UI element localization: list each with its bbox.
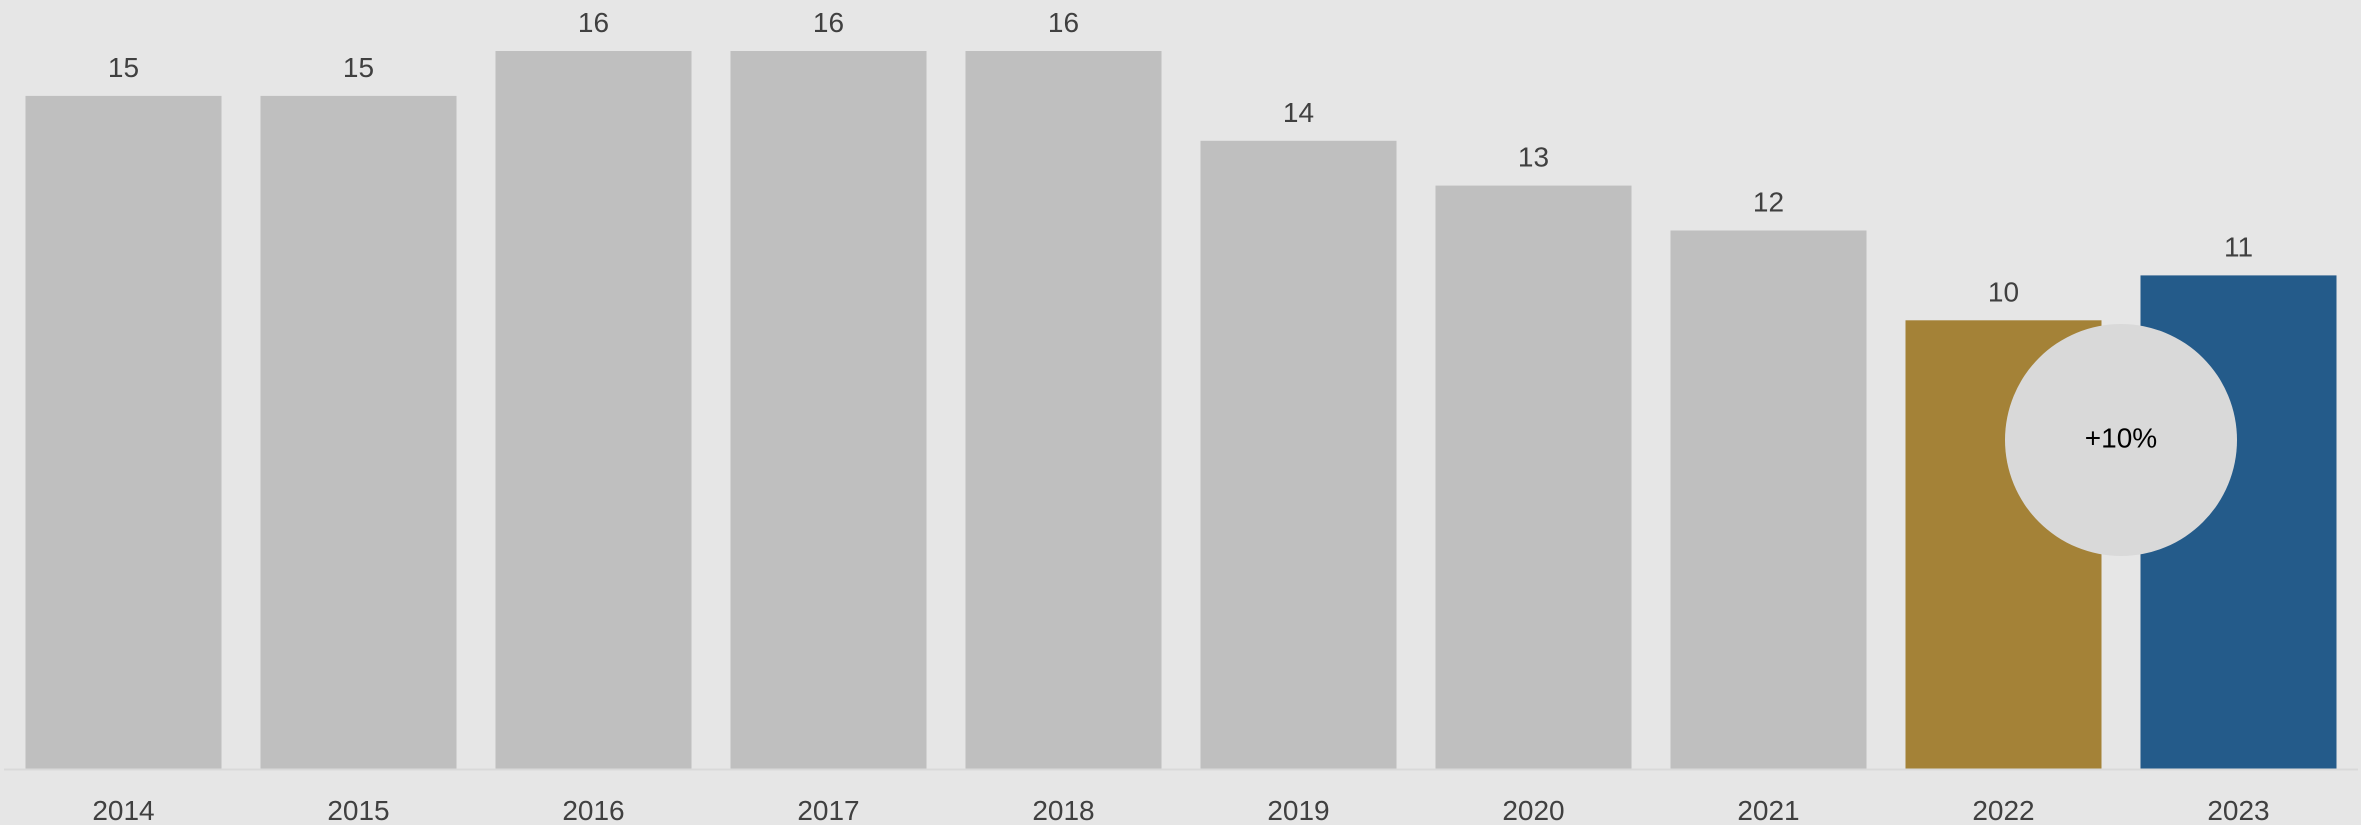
value-label-2015: 15 (343, 52, 374, 83)
value-label-2020: 13 (1518, 142, 1549, 173)
value-label-2017: 16 (813, 7, 844, 38)
bar-2016 (495, 51, 692, 769)
value-label-2016: 16 (578, 7, 609, 38)
change-annotation: +10% (2005, 324, 2237, 556)
bar-2021 (1670, 230, 1867, 769)
x-tick-label-2023: 2023 (2207, 795, 2269, 825)
value-label-2023: 11 (2224, 231, 2253, 262)
x-tick-label-2016: 2016 (562, 795, 624, 825)
x-tick-label-2022: 2022 (1972, 795, 2034, 825)
value-label-2018: 16 (1048, 7, 1079, 38)
bar-2014 (25, 95, 222, 769)
bars-group (25, 51, 2337, 770)
change-badge-label: +10% (2085, 422, 2157, 453)
bar-2020 (1435, 185, 1632, 770)
value-label-2022: 10 (1988, 276, 2019, 307)
x-tick-label-2017: 2017 (797, 795, 859, 825)
value-label-2021: 12 (1753, 187, 1784, 218)
x-tick-label-2018: 2018 (1032, 795, 1094, 825)
x-tick-label-2015: 2015 (327, 795, 389, 825)
value-labels-group: 15 15 16 16 16 14 13 12 10 11 (108, 7, 2253, 307)
x-tick-label-2014: 2014 (92, 795, 154, 825)
bar-2015 (260, 95, 457, 769)
x-tick-label-2019: 2019 (1267, 795, 1329, 825)
value-label-2014: 15 (108, 52, 139, 83)
change-badge (2005, 324, 2237, 556)
bar-2019 (1200, 140, 1397, 770)
bar-2018 (965, 51, 1162, 769)
x-tick-label-2020: 2020 (1502, 795, 1564, 825)
value-label-2019: 14 (1283, 97, 1314, 128)
bar-2017 (730, 51, 927, 769)
x-tick-label-2021: 2021 (1737, 795, 1799, 825)
x-tick-labels-group: 2014 2015 2016 2017 2018 2019 2020 2021 2022 2023 (92, 795, 2269, 825)
